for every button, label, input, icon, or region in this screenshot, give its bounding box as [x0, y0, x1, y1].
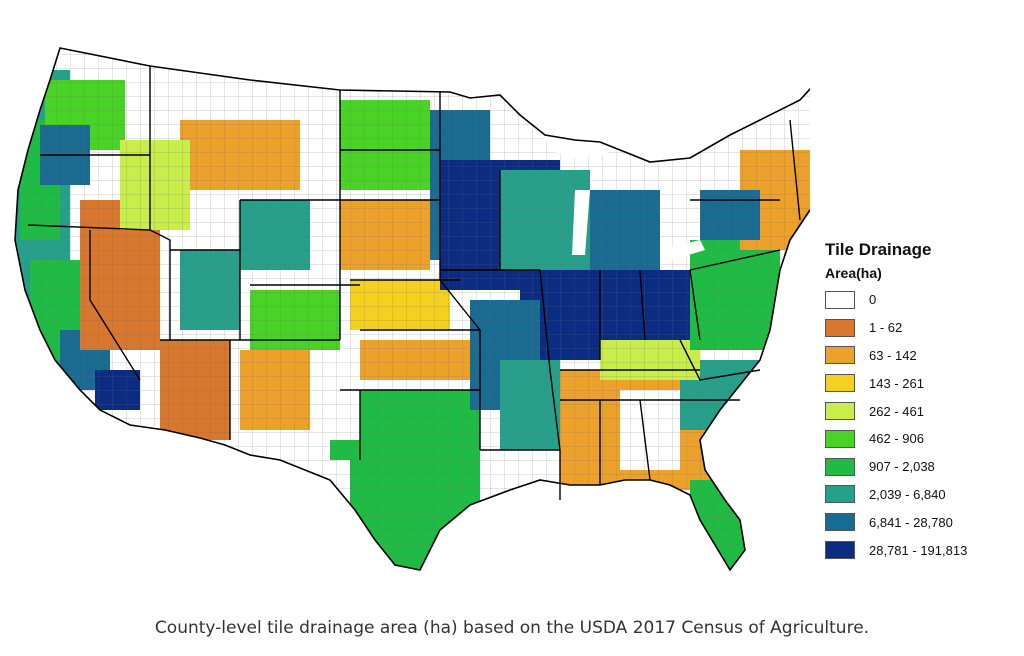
legend-item: 0 [825, 286, 1015, 314]
legend-item: 462 - 906 [825, 425, 1015, 453]
legend-item: 28,781 - 191,813 [825, 536, 1015, 564]
legend-swatch [825, 513, 855, 532]
legend-item: 6,841 - 28,780 [825, 508, 1015, 536]
legend-label: 1 - 62 [869, 320, 903, 336]
legend-label: 0 [869, 292, 877, 308]
legend-item: 143 - 261 [825, 369, 1015, 397]
legend-item: 1 - 62 [825, 314, 1015, 342]
legend-swatch [825, 290, 855, 309]
legend-label: 907 - 2,038 [869, 459, 935, 475]
legend-item: 2,039 - 6,840 [825, 481, 1015, 509]
legend-item: 63 - 142 [825, 342, 1015, 370]
legend-swatch [825, 457, 855, 476]
legend-swatch [825, 485, 855, 504]
legend-label: 262 - 461 [869, 403, 924, 419]
legend-items: 0 1 - 62 63 - 142 143 - 261 262 - 461 462 - 9… [825, 286, 1015, 564]
legend: Tile Drainage Area(ha) 0 1 - 62 63 - 142 14… [825, 238, 1015, 564]
lake-michigan [572, 190, 590, 255]
legend-label: 6,841 - 28,780 [869, 514, 953, 530]
legend-title: Tile Drainage [825, 240, 932, 259]
state-boundaries [27, 66, 801, 500]
us-county-map [14, 47, 810, 571]
legend-subtitle: Area(ha) [825, 265, 882, 281]
legend-swatch [825, 429, 855, 448]
legend-swatch [825, 374, 855, 393]
lake-superior [540, 132, 610, 158]
legend-swatch [825, 402, 855, 421]
legend-label: 2,039 - 6,840 [869, 486, 946, 502]
figure-caption: County-level tile drainage area (ha) bas… [154, 618, 870, 638]
legend-swatch [825, 541, 855, 560]
county-boundaries [15, 48, 810, 570]
legend-swatch [825, 346, 855, 365]
legend-label: 28,781 - 191,813 [869, 542, 968, 558]
lake-erie [660, 240, 705, 262]
legend-label: 143 - 261 [869, 375, 924, 391]
legend-label: 462 - 906 [869, 431, 924, 447]
legend-label: 63 - 142 [869, 347, 917, 363]
legend-swatch [825, 318, 855, 337]
legend-item: 907 - 2,038 [825, 453, 1015, 481]
legend-item: 262 - 461 [825, 397, 1015, 425]
